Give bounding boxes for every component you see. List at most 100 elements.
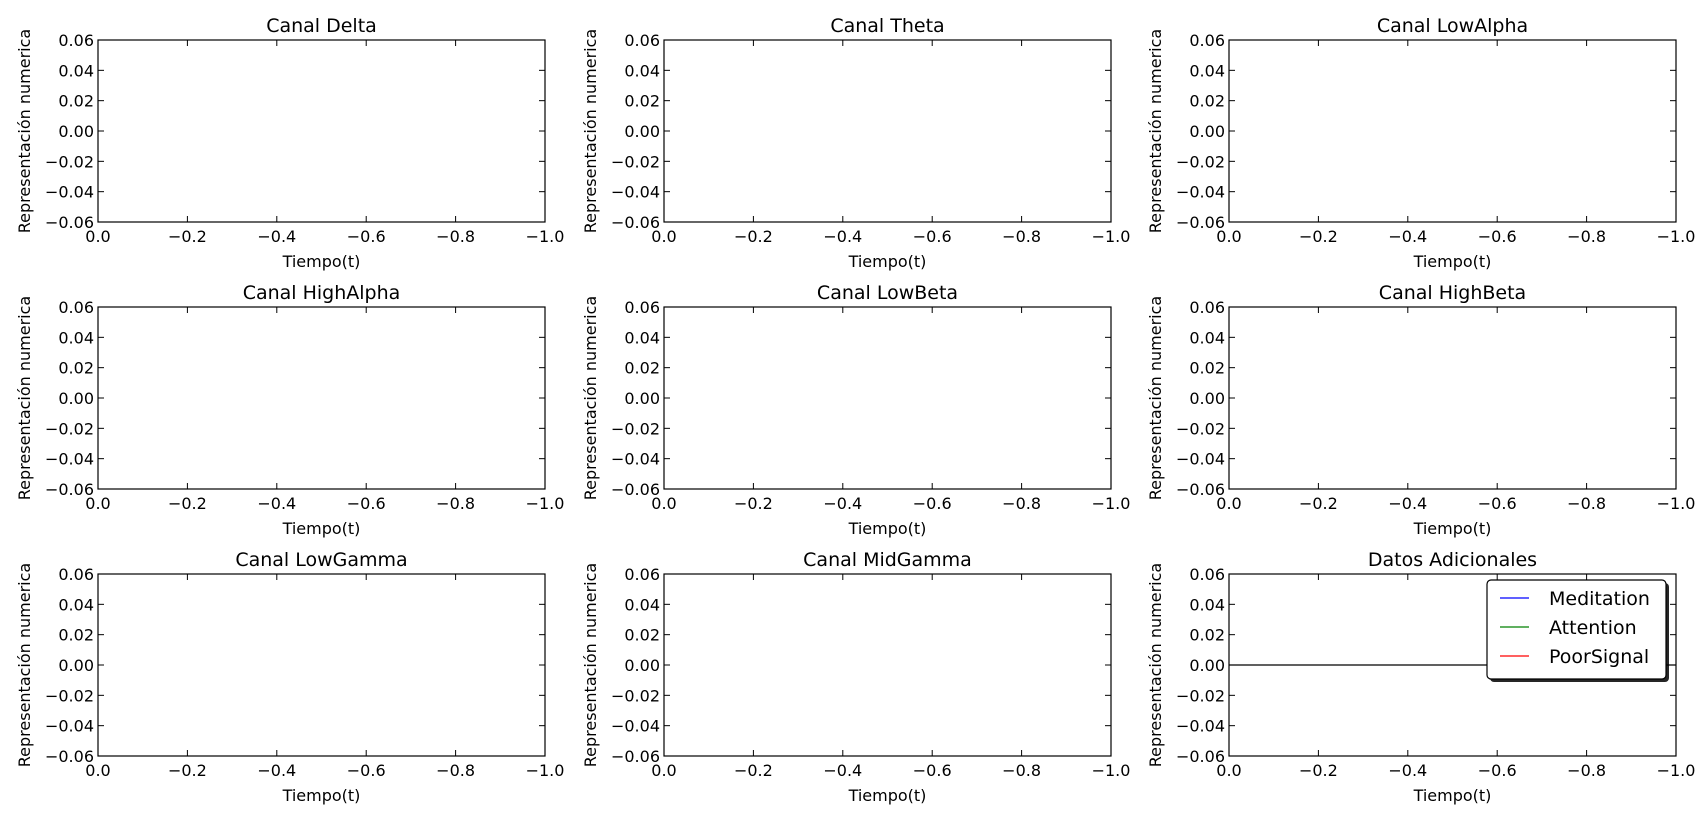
y-axis-label: Representación numerica xyxy=(15,563,34,767)
y-tick-label: 0.02 xyxy=(58,626,94,645)
y-tick-label: 0.06 xyxy=(58,565,94,584)
y-axis-label: Representación numerica xyxy=(581,563,600,767)
y-tick-label: 0.06 xyxy=(624,565,660,584)
x-tick-label: −0.4 xyxy=(1388,494,1427,513)
y-tick-label: −0.06 xyxy=(1176,747,1225,766)
x-tick-label: −0.4 xyxy=(823,227,862,246)
x-tick-label: −0.6 xyxy=(913,494,952,513)
y-tick-label: 0.00 xyxy=(58,122,94,141)
y-tick-label: 0.06 xyxy=(624,298,660,317)
x-axis-label: Tiempo(t) xyxy=(1413,252,1492,271)
subplot: Canal LowBeta 0.0 −0.2 −0.4 −0.6 −0.8 −1.0 0.06… xyxy=(581,282,1130,538)
x-tick-label: −0.4 xyxy=(257,761,296,780)
x-tick-label: −1.0 xyxy=(526,761,565,780)
x-tick-label: −0.8 xyxy=(1002,494,1041,513)
y-tick-label: 0.06 xyxy=(624,31,660,50)
y-tick-label: −0.04 xyxy=(1176,183,1225,202)
y-tick-label: −0.02 xyxy=(45,152,94,171)
x-tick-label: −0.2 xyxy=(734,494,773,513)
chart-title: Datos Adicionales xyxy=(1368,549,1537,571)
plot-area-frame xyxy=(1228,573,1677,757)
x-tick-label: −0.2 xyxy=(168,761,207,780)
y-tick-label: −0.02 xyxy=(611,152,660,171)
y-tick-label: 0.00 xyxy=(58,389,94,408)
y-tick-label: 0.02 xyxy=(624,626,660,645)
y-tick-label: 0.04 xyxy=(58,61,94,80)
x-tick-label: −0.2 xyxy=(734,227,773,246)
y-tick-label: 0.06 xyxy=(1189,298,1225,317)
x-tick-label: 0.0 xyxy=(1216,761,1241,780)
chart-title: Canal MidGamma xyxy=(803,549,972,571)
plot-area-frame xyxy=(663,39,1112,223)
subplot: Datos Adicionales 0.0 −0.2 −0.4 −0.6 −0.8 −1.0… xyxy=(1146,549,1695,805)
y-tick-label: 0.02 xyxy=(1189,626,1225,645)
subplot: Canal HighAlpha 0.0 −0.2 −0.4 −0.6 −0.8 −1.0 0.… xyxy=(15,282,564,538)
y-axis-label: Representación numerica xyxy=(1146,29,1165,233)
x-axis-label: Tiempo(t) xyxy=(282,786,361,805)
y-tick-label: −0.06 xyxy=(1176,480,1225,499)
x-tick-label: −0.2 xyxy=(168,227,207,246)
x-axis-label: Tiempo(t) xyxy=(848,252,927,271)
x-axis-label: Tiempo(t) xyxy=(282,519,361,538)
x-axis-label: Tiempo(t) xyxy=(848,786,927,805)
y-tick-label: 0.06 xyxy=(1189,565,1225,584)
y-tick-label: −0.06 xyxy=(611,747,660,766)
x-tick-label: −0.8 xyxy=(436,761,475,780)
legend-label: Meditation xyxy=(1549,588,1650,610)
y-tick-label: 0.02 xyxy=(1189,92,1225,111)
y-tick-label: −0.04 xyxy=(1176,450,1225,469)
y-tick-label: −0.06 xyxy=(611,213,660,232)
x-tick-label: 0.0 xyxy=(1216,494,1241,513)
subplot: Canal Delta 0.0 −0.2 −0.4 −0.6 −0.8 −1.0 0.06 0.… xyxy=(15,15,564,271)
y-axis-label: Representación numerica xyxy=(15,296,34,500)
x-tick-label: 0.0 xyxy=(651,494,676,513)
x-tick-label: −0.2 xyxy=(1299,494,1338,513)
x-axis-label: Tiempo(t) xyxy=(1413,519,1492,538)
chart-title: Canal Delta xyxy=(266,15,377,37)
y-tick-label: −0.04 xyxy=(611,183,660,202)
plot-area-frame xyxy=(1228,306,1677,490)
subplot: Canal LowGamma 0.0 −0.2 −0.4 −0.6 −0.8 −1.0 0.0… xyxy=(15,549,564,805)
x-axis-label: Tiempo(t) xyxy=(848,519,927,538)
legend-box xyxy=(1486,579,1667,680)
plot-area-frame xyxy=(663,306,1112,490)
legend-label: PoorSignal xyxy=(1549,646,1649,668)
y-tick-label: −0.02 xyxy=(611,686,660,705)
y-tick-label: −0.06 xyxy=(45,213,94,232)
x-tick-label: −1.0 xyxy=(526,227,565,246)
x-tick-label: 0.0 xyxy=(85,761,110,780)
y-tick-label: −0.06 xyxy=(45,480,94,499)
chart-title: Canal Theta xyxy=(830,15,944,37)
x-tick-label: −0.6 xyxy=(1478,494,1517,513)
x-tick-label: −0.8 xyxy=(1567,227,1606,246)
y-tick-label: 0.00 xyxy=(624,389,660,408)
chart-title: Canal HighBeta xyxy=(1379,282,1526,304)
x-tick-label: −1.0 xyxy=(1657,761,1696,780)
chart-title: Canal LowAlpha xyxy=(1377,15,1528,37)
y-axis-label: Representación numerica xyxy=(581,296,600,500)
x-tick-label: −1.0 xyxy=(1092,761,1131,780)
subplot: Canal Theta 0.0 −0.2 −0.4 −0.6 −0.8 −1.0 0.06 0.… xyxy=(581,15,1130,271)
y-tick-label: 0.04 xyxy=(624,595,660,614)
x-tick-label: −0.2 xyxy=(1299,761,1338,780)
subplot: Canal LowAlpha 0.0 −0.2 −0.4 −0.6 −0.8 −1.0 0.0… xyxy=(1146,15,1695,271)
x-tick-label: −0.6 xyxy=(913,227,952,246)
x-tick-label: −0.4 xyxy=(1388,761,1427,780)
x-tick-label: −1.0 xyxy=(1657,494,1696,513)
x-tick-label: −0.8 xyxy=(1002,227,1041,246)
y-tick-label: 0.02 xyxy=(58,359,94,378)
x-tick-label: −0.6 xyxy=(347,494,386,513)
x-tick-label: −0.8 xyxy=(1567,761,1606,780)
x-tick-label: 0.0 xyxy=(651,227,676,246)
x-tick-label: −0.6 xyxy=(1478,227,1517,246)
x-tick-label: −0.6 xyxy=(913,761,952,780)
y-tick-label: 0.04 xyxy=(1189,61,1225,80)
y-tick-label: −0.06 xyxy=(45,747,94,766)
x-tick-label: −0.2 xyxy=(1299,227,1338,246)
x-tick-label: −0.6 xyxy=(1478,761,1517,780)
y-tick-label: −0.04 xyxy=(611,450,660,469)
y-tick-label: 0.06 xyxy=(58,298,94,317)
y-tick-label: 0.06 xyxy=(58,31,94,50)
chart-title: Canal HighAlpha xyxy=(243,282,401,304)
